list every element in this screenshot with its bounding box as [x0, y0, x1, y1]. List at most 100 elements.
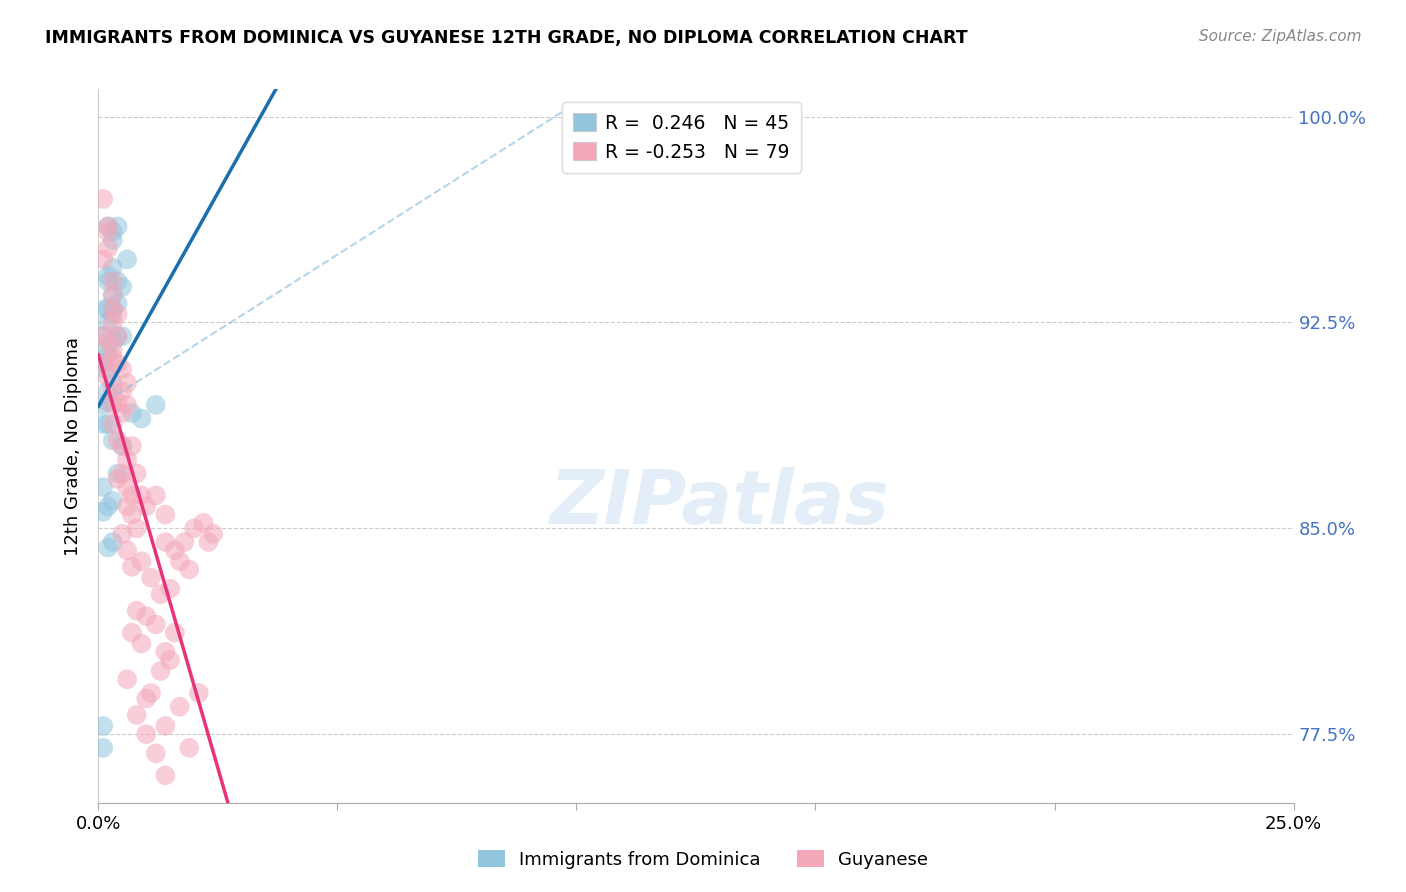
- Point: [101, 301, 124, 316]
- Point: [91, 505, 114, 519]
- Point: [111, 439, 134, 453]
- Point: [91, 329, 114, 343]
- Point: [94, 362, 117, 376]
- Point: [111, 439, 134, 453]
- Point: [97, 395, 120, 409]
- Point: [149, 664, 172, 678]
- Point: [101, 288, 124, 302]
- Point: [101, 398, 124, 412]
- Point: [135, 609, 157, 624]
- Point: [163, 543, 186, 558]
- Point: [155, 768, 177, 782]
- Point: [91, 357, 114, 371]
- Point: [101, 343, 124, 357]
- Point: [125, 708, 148, 723]
- Point: [97, 384, 120, 398]
- Point: [193, 516, 215, 530]
- Point: [91, 252, 114, 267]
- Point: [179, 562, 201, 576]
- Point: [97, 348, 120, 362]
- Text: ZIPatlas: ZIPatlas: [550, 467, 890, 540]
- Legend: Immigrants from Dominica, Guyanese: Immigrants from Dominica, Guyanese: [471, 843, 935, 876]
- Point: [107, 307, 129, 321]
- Point: [107, 274, 129, 288]
- Point: [115, 673, 138, 687]
- Point: [91, 192, 114, 206]
- Text: IMMIGRANTS FROM DOMINICA VS GUYANESE 12TH GRADE, NO DIPLOMA CORRELATION CHART: IMMIGRANTS FROM DOMINICA VS GUYANESE 12T…: [45, 29, 967, 46]
- Point: [111, 406, 134, 420]
- Point: [135, 691, 157, 706]
- Point: [97, 274, 120, 288]
- Point: [107, 395, 129, 409]
- Point: [135, 500, 157, 514]
- Point: [91, 480, 114, 494]
- Point: [145, 488, 167, 502]
- Point: [91, 719, 114, 733]
- Point: [121, 559, 143, 574]
- Point: [111, 467, 134, 481]
- Point: [101, 417, 124, 431]
- Point: [91, 357, 114, 371]
- Point: [97, 541, 120, 555]
- Point: [115, 376, 138, 390]
- Point: [101, 376, 124, 390]
- Text: Source: ZipAtlas.com: Source: ZipAtlas.com: [1198, 29, 1361, 44]
- Point: [173, 535, 195, 549]
- Point: [131, 554, 153, 568]
- Y-axis label: 12th Grade, No Diploma: 12th Grade, No Diploma: [63, 336, 82, 556]
- Point: [97, 268, 120, 283]
- Point: [97, 219, 120, 234]
- Point: [91, 417, 114, 431]
- Point: [115, 398, 138, 412]
- Point: [97, 219, 120, 234]
- Point: [145, 617, 167, 632]
- Point: [97, 370, 120, 384]
- Point: [101, 316, 124, 330]
- Point: [125, 521, 148, 535]
- Legend: R =  0.246   N = 45, R = -0.253   N = 79: R = 0.246 N = 45, R = -0.253 N = 79: [562, 103, 801, 173]
- Point: [111, 526, 134, 541]
- Point: [91, 740, 114, 755]
- Point: [155, 508, 177, 522]
- Point: [91, 398, 114, 412]
- Point: [149, 587, 172, 601]
- Point: [97, 334, 120, 349]
- Point: [101, 384, 124, 398]
- Point: [183, 521, 205, 535]
- Point: [97, 417, 120, 431]
- Point: [121, 508, 143, 522]
- Point: [197, 535, 219, 549]
- Point: [107, 467, 129, 481]
- Point: [101, 274, 124, 288]
- Point: [179, 740, 201, 755]
- Point: [159, 582, 181, 596]
- Point: [163, 625, 186, 640]
- Point: [135, 727, 157, 741]
- Point: [101, 307, 124, 321]
- Point: [115, 543, 138, 558]
- Point: [111, 384, 134, 398]
- Point: [139, 571, 162, 585]
- Point: [97, 500, 120, 514]
- Point: [101, 535, 124, 549]
- Point: [101, 288, 124, 302]
- Point: [139, 686, 162, 700]
- Point: [131, 637, 153, 651]
- Point: [91, 329, 114, 343]
- Point: [131, 411, 153, 425]
- Point: [169, 554, 191, 568]
- Point: [145, 747, 167, 761]
- Point: [101, 351, 124, 366]
- Point: [187, 686, 209, 700]
- Point: [107, 357, 129, 371]
- Point: [107, 434, 129, 448]
- Point: [159, 653, 181, 667]
- Point: [115, 252, 138, 267]
- Point: [121, 625, 143, 640]
- Point: [155, 645, 177, 659]
- Point: [202, 526, 225, 541]
- Point: [97, 316, 120, 330]
- Point: [145, 398, 167, 412]
- Point: [121, 439, 143, 453]
- Point: [97, 225, 120, 239]
